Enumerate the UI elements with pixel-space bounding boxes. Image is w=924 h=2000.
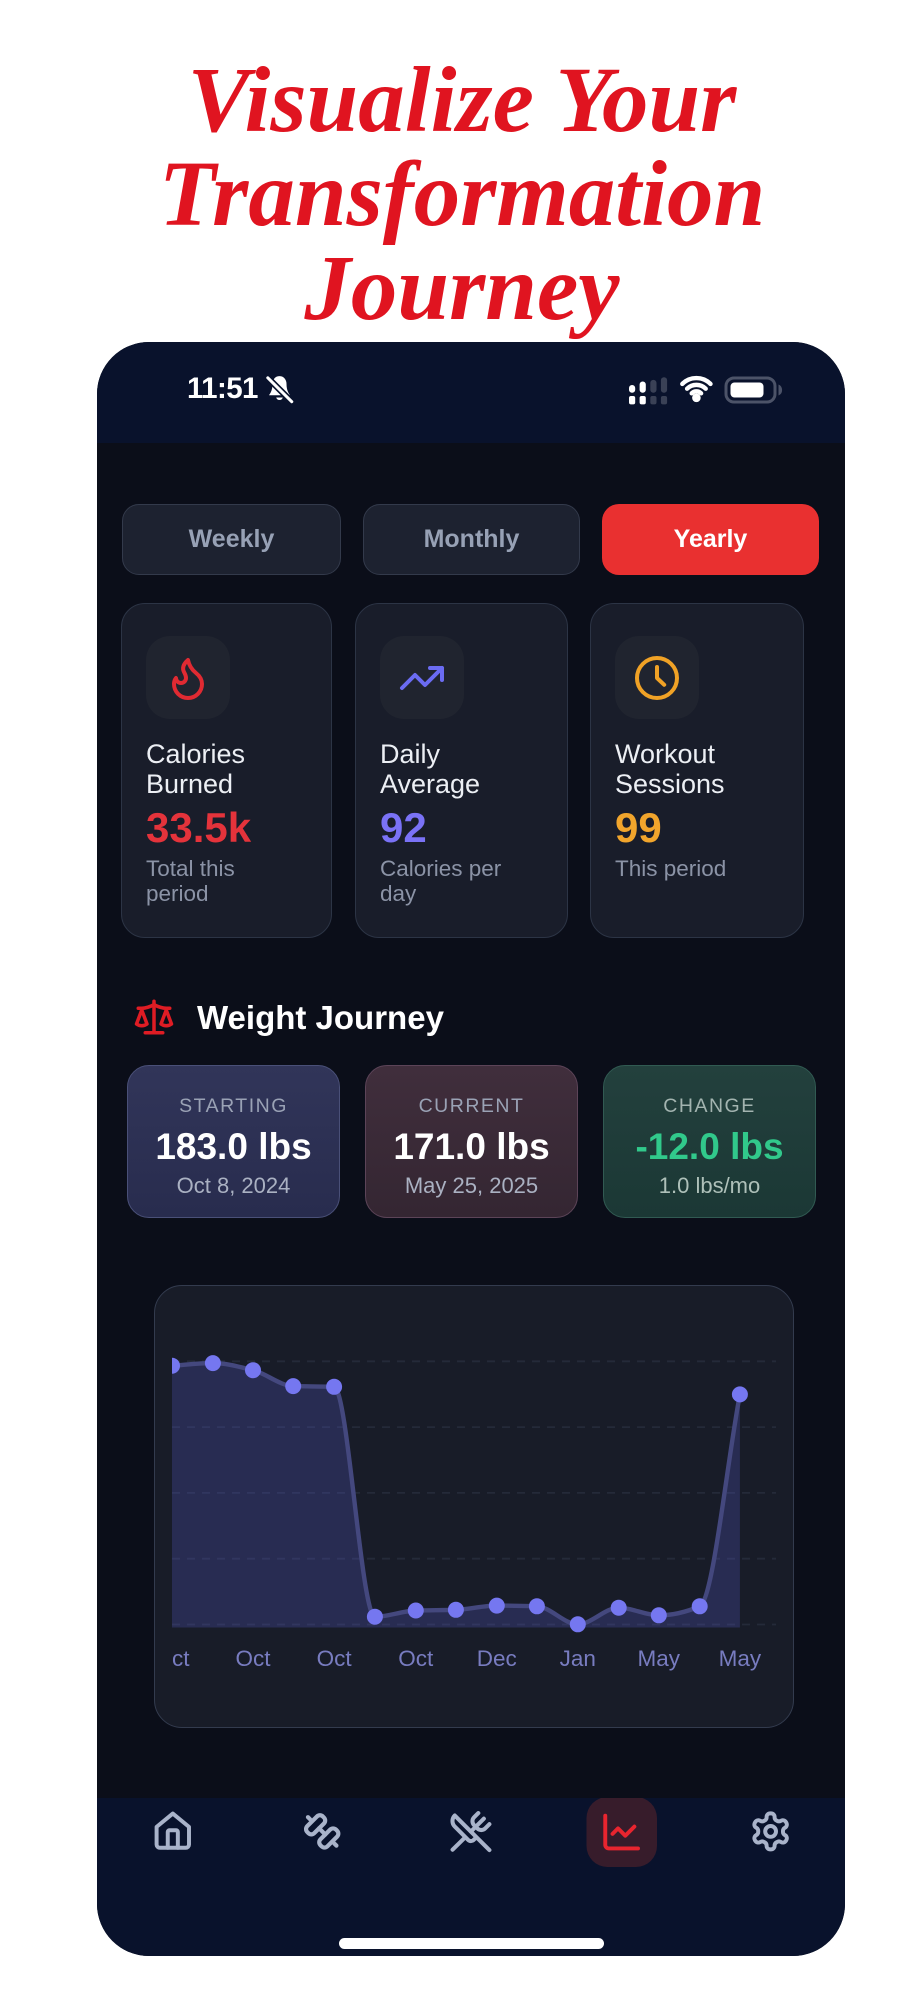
svg-text:May: May [718, 1646, 761, 1671]
svg-text:May: May [637, 1646, 680, 1671]
svg-text:Dec: Dec [476, 1646, 516, 1671]
svg-text:Oct: Oct [235, 1646, 271, 1671]
svg-text:Jan: Jan [559, 1646, 595, 1671]
svg-text:Oct: Oct [154, 1646, 190, 1671]
svg-text:Oct: Oct [316, 1646, 352, 1671]
svg-text:Oct: Oct [398, 1646, 434, 1671]
